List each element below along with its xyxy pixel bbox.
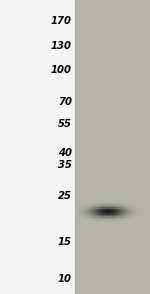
Text: 130: 130	[51, 41, 72, 51]
Text: 15: 15	[58, 237, 72, 247]
Text: 25: 25	[58, 191, 72, 201]
Text: 100: 100	[51, 65, 72, 75]
Text: 70: 70	[58, 97, 72, 107]
Bar	[75, 0, 150, 294]
Text: 170: 170	[51, 16, 72, 26]
Text: 10: 10	[58, 274, 72, 284]
Bar	[0, 0, 75, 294]
Text: 35: 35	[58, 160, 72, 170]
Text: 55: 55	[58, 119, 72, 129]
Text: 40: 40	[58, 148, 72, 158]
